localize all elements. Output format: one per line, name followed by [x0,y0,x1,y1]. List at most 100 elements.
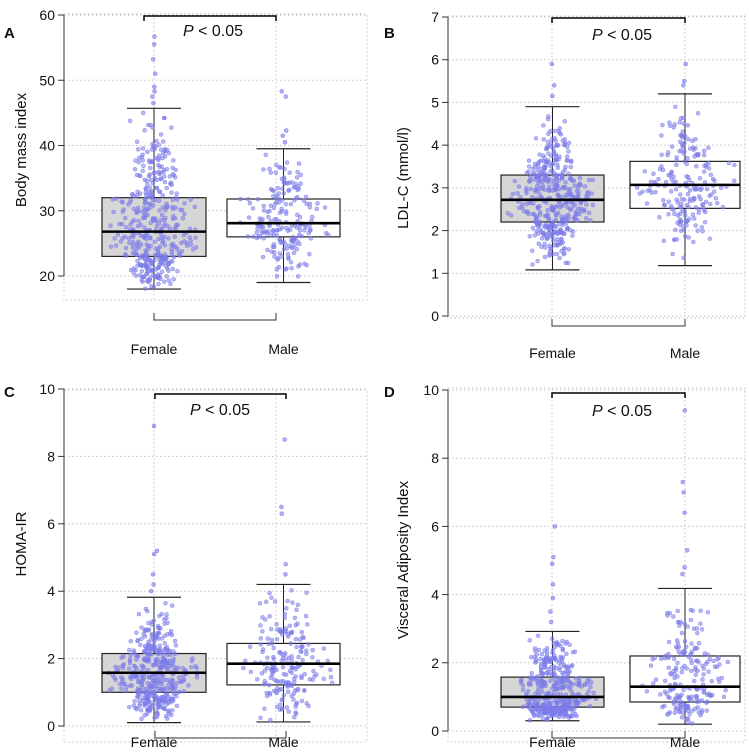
female-outlier [551,83,557,88]
female-point [150,662,156,668]
male-point [687,712,692,717]
male-point [707,656,712,662]
female-point [555,183,560,188]
male-point [708,201,713,207]
female-point [561,670,567,675]
female-point [555,700,561,706]
male-point [644,201,650,206]
male-point [263,681,268,686]
female-point [567,642,572,648]
male-point [321,646,327,651]
male-point [248,669,254,675]
male-point [678,228,684,234]
female-point [142,257,148,262]
male-point [719,675,725,681]
male-point [710,692,715,698]
male-point [677,211,683,217]
male-point [261,167,266,172]
female-point [157,153,162,158]
female-point [571,178,577,184]
female-point [129,676,134,682]
female-point [549,153,554,159]
male-point [661,238,667,244]
female-point [542,245,548,250]
female-point [148,643,153,648]
female-point [586,688,591,694]
male-point [295,688,300,693]
category-label-male: Male [268,341,299,357]
male-point [275,185,281,191]
female-point [543,683,548,689]
female-point [538,172,543,178]
female-point [561,714,567,720]
male-point [290,235,296,240]
female-point [551,690,556,696]
male-point [640,189,645,195]
male-point [271,645,276,651]
female-point [133,273,139,278]
male-point [258,715,263,721]
y-tick-label: 4 [431,137,439,153]
male-point [292,679,297,685]
male-point [245,234,251,239]
male-point [725,659,731,665]
female-point [189,658,195,664]
female-point [170,683,175,689]
male-point [691,197,696,203]
male-point [279,254,284,259]
female-point [540,183,546,189]
female-point [154,185,160,191]
female-point [164,255,169,261]
male-point [274,704,280,710]
female-point [162,617,167,622]
female-point [174,690,179,696]
male-point [303,224,308,230]
male-point [693,693,699,699]
female-point [149,283,154,289]
female-point [154,177,159,183]
male-point [680,648,686,654]
male-point [303,613,309,619]
female-point [137,687,142,693]
female-point [108,223,113,228]
male-point [682,133,688,139]
category-label-male: Male [670,345,701,361]
female-point [139,716,144,722]
female-point [563,221,569,226]
female-point [123,224,129,230]
y-tick-label: 0 [47,718,55,734]
male-point [695,110,701,116]
female-point [577,175,583,181]
female-point [165,659,171,664]
female-point [173,643,179,648]
male-point [285,598,290,604]
female-point [139,636,144,642]
female-point [149,261,154,267]
male-point [275,686,280,691]
female-point [127,647,132,653]
male-point [260,615,265,620]
female-point [182,211,187,217]
female-point [150,125,155,130]
male-point [679,630,685,636]
female-point [555,192,561,198]
male-point [693,136,698,142]
female-point [516,184,522,189]
male-point [662,202,667,208]
male-point [268,170,274,175]
female-point [141,163,146,168]
female-point [549,636,555,641]
male-point [658,692,663,697]
female-point [551,149,557,154]
male-point [274,637,280,642]
male-point [666,199,671,204]
male-point [687,216,692,222]
female-point [530,166,536,172]
female-point [163,215,168,221]
female-point [127,660,133,666]
male-point [704,186,710,192]
female-point [520,687,526,693]
female-outlier [152,34,157,39]
male-point [693,223,698,228]
female-point [135,147,141,152]
